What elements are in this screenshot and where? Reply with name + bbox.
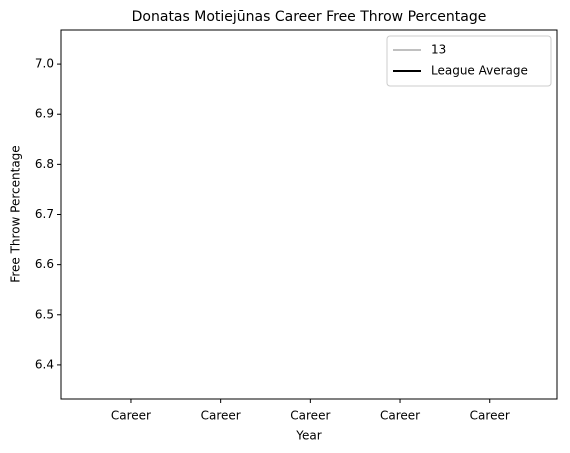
- legend-box: [386, 35, 552, 87]
- legend-label: League Average: [431, 64, 528, 78]
- x-tick-label: Career: [470, 409, 510, 423]
- y-tick-label: 6.9: [35, 107, 54, 121]
- x-tick-label: Career: [380, 409, 420, 423]
- chart-title: Donatas Motiejūnas Career Free Throw Per…: [132, 9, 487, 25]
- y-tick-label: 6.6: [35, 257, 54, 271]
- x-tick-label: Career: [201, 409, 241, 423]
- y-tick-label: 6.8: [35, 157, 54, 171]
- y-tick-label: 6.5: [35, 307, 54, 321]
- legend-label: 13: [431, 43, 446, 57]
- y-tick-label: 6.7: [35, 207, 54, 221]
- y-tick-label: 6.4: [35, 357, 54, 371]
- y-tick-label: 7.0: [35, 57, 54, 71]
- y-axis-label: Free Throw Percentage: [9, 145, 23, 282]
- x-tick-label: Career: [111, 409, 151, 423]
- x-tick-label: Career: [290, 409, 330, 423]
- x-axis-label: Year: [295, 429, 321, 443]
